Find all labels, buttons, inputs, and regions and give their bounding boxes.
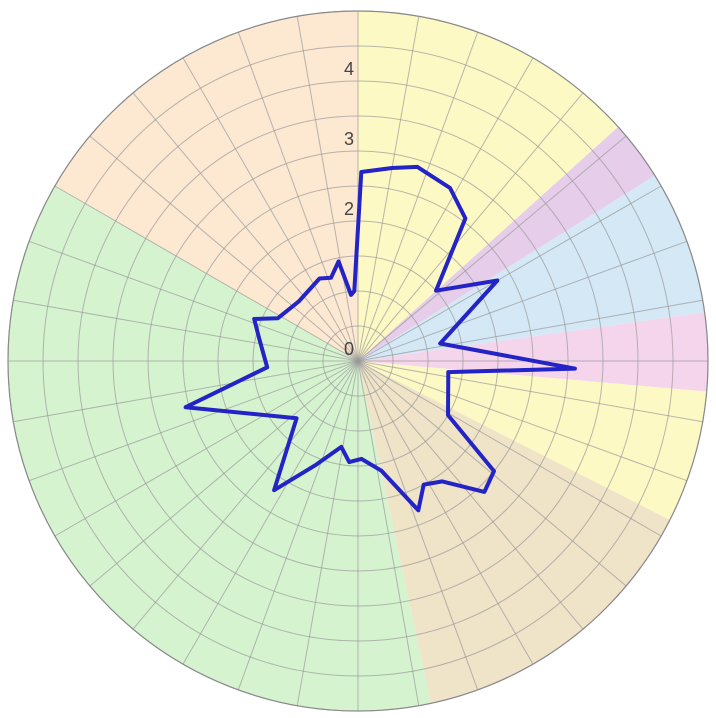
grid-spoke — [357, 360, 662, 537]
grid-spoke — [89, 135, 359, 362]
grid-spoke — [357, 299, 703, 362]
grid-spoke — [357, 185, 662, 362]
grid-spoke — [357, 360, 584, 630]
grid-spoke — [237, 360, 359, 691]
grid-spoke — [357, 240, 688, 362]
sector-3 — [358, 361, 707, 520]
grid-spoke — [357, 135, 627, 362]
grid-spoke — [357, 360, 479, 691]
grid-spoke — [357, 16, 420, 362]
grid-spoke — [357, 360, 703, 423]
grid-spoke — [28, 360, 359, 482]
grid-spoke — [357, 360, 534, 665]
grid-spoke — [182, 360, 359, 665]
series-layer — [183, 164, 577, 513]
grid-spoke — [54, 185, 359, 362]
grid-spoke — [132, 92, 359, 362]
polar-grid — [7, 10, 709, 712]
series-line-0 — [183, 164, 577, 513]
tick-label: 0 — [344, 339, 354, 359]
grid-spoke — [357, 92, 584, 362]
grid-spoke — [296, 360, 359, 706]
grid-spoke — [28, 240, 359, 362]
background-sectors — [7, 11, 708, 711]
tick-label: 4 — [344, 59, 354, 79]
sector-2 — [358, 361, 670, 704]
sector-0 — [54, 11, 358, 361]
grid-spoke — [357, 31, 479, 362]
grid-spoke — [13, 299, 359, 362]
grid-spoke — [296, 16, 359, 362]
outer-ring — [7, 10, 709, 712]
grid-spoke — [132, 360, 359, 630]
sector-7 — [358, 11, 619, 361]
tick-label: 3 — [344, 129, 354, 149]
grid-spoke — [89, 360, 359, 587]
grid-spoke — [357, 360, 688, 482]
grid-spoke — [13, 360, 359, 423]
tick-label: 2 — [344, 199, 354, 219]
sector-5 — [358, 175, 705, 361]
grid-spoke — [182, 57, 359, 362]
sector-6 — [358, 126, 655, 361]
radial-tick-labels: 0 2 3 4 — [344, 59, 354, 359]
sector-1 — [7, 186, 431, 711]
grid-spoke — [54, 360, 359, 537]
grid-spoke — [237, 31, 359, 362]
grid-spoke — [357, 360, 420, 706]
grid-spoke — [357, 57, 534, 362]
